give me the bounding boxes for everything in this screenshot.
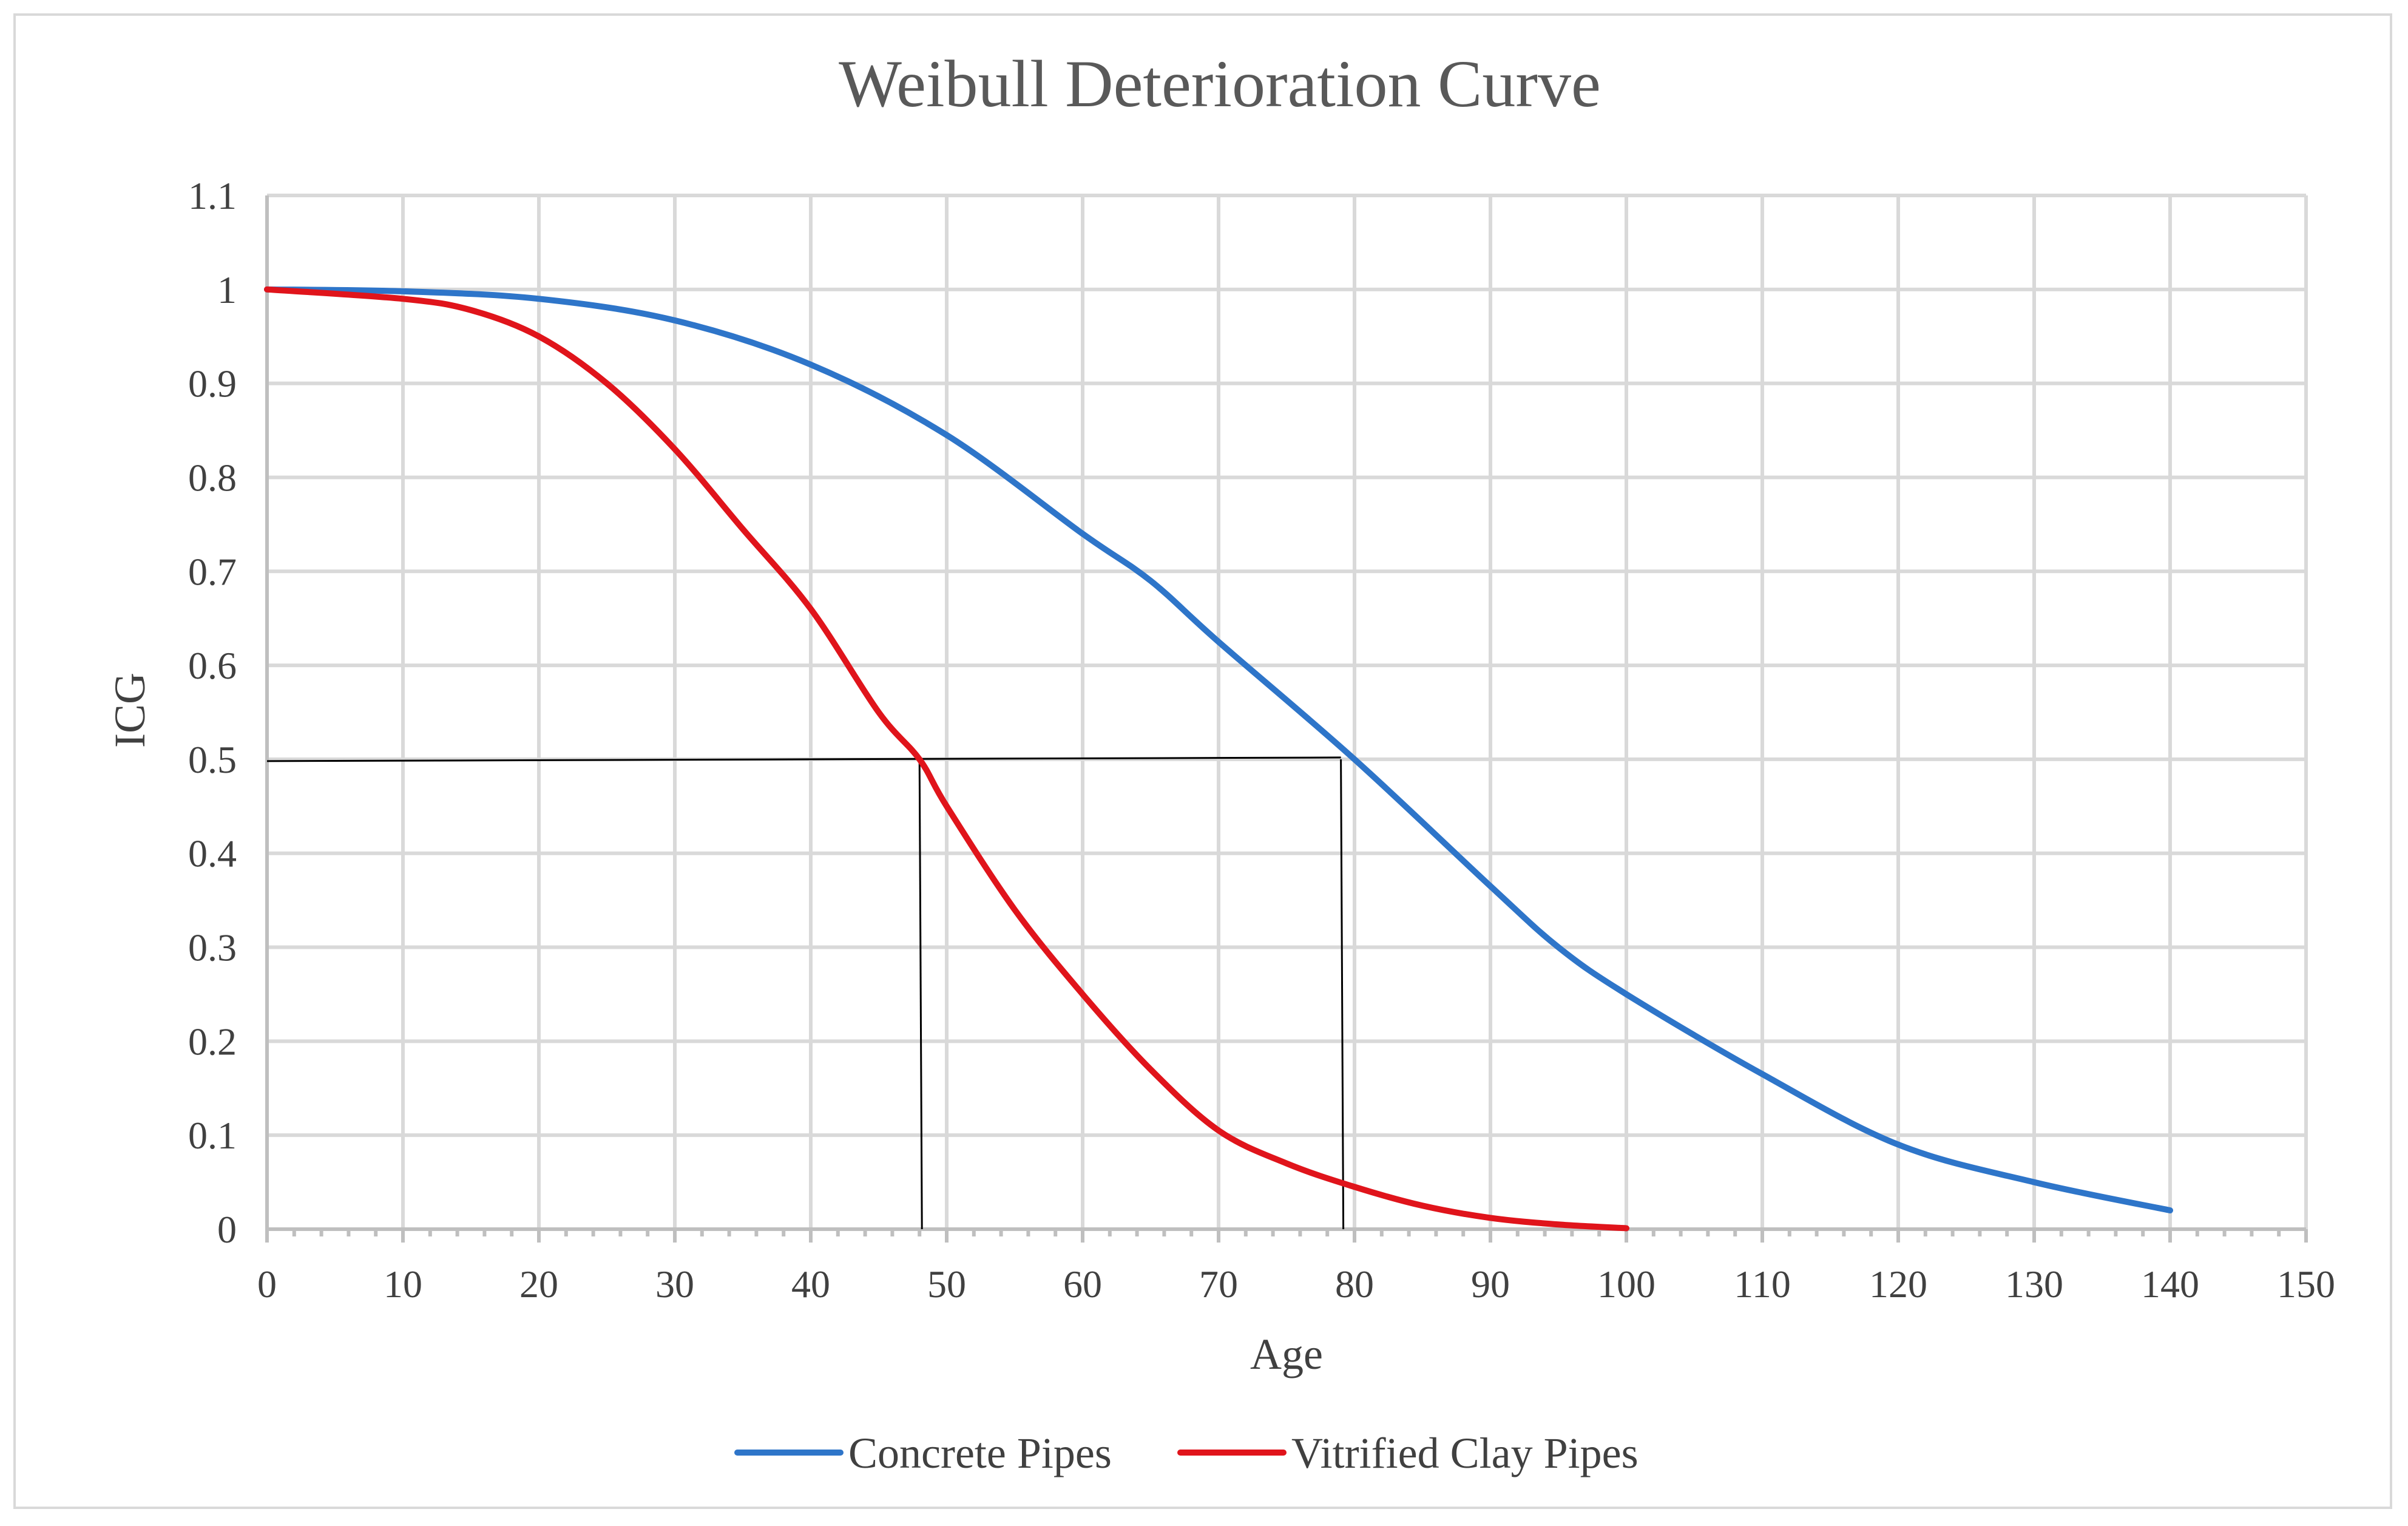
x-tick-label: 110 [1734, 1263, 1791, 1306]
y-tick-label: 0.5 [188, 738, 237, 781]
reference-vertical-line [1340, 759, 1345, 1230]
legend-label-vitrified-clay-pipes: Vitrified Clay Pipes [1291, 1429, 1639, 1477]
chart-title: Weibull Deterioration Curve [839, 47, 1601, 121]
y-tick-label: 0.6 [188, 644, 237, 687]
x-tick-label: 10 [384, 1263, 422, 1306]
x-tick-label: 0 [257, 1263, 277, 1306]
legend-label-concrete-pipes: Concrete Pipes [848, 1429, 1112, 1477]
y-tick-label: 0.9 [188, 362, 237, 405]
series-line-concrete-pipes [264, 286, 2173, 1214]
axis-layer: 0 0.1 0.2 0.3 0.4 0.5 0.6 0.7 0.8 0.9 1 1.1 0 10 20 30 4… [188, 174, 2335, 1306]
y-tick-label: 1 [217, 268, 237, 311]
x-tick-label: 60 [1063, 1263, 1102, 1306]
y-tick-label: 0 [217, 1208, 237, 1251]
x-axis-label: Age [1250, 1330, 1323, 1378]
reference-vertical-line [918, 759, 923, 1230]
series-line-vitrified-clay-pipes [264, 286, 1629, 1232]
grid-layer [267, 194, 2308, 1229]
x-tick-label: 120 [1869, 1263, 1927, 1306]
x-tick-label: 130 [2005, 1263, 2063, 1306]
y-axis-label: ICG [106, 673, 154, 748]
y-tick-label: 0.4 [188, 832, 237, 875]
y-tick-label: 0.2 [188, 1020, 237, 1063]
y-tick-label: 0.1 [188, 1114, 237, 1157]
x-tick-label: 50 [927, 1263, 966, 1306]
y-tick-label: 0.3 [188, 926, 237, 969]
x-tick-label: 140 [2141, 1263, 2199, 1306]
x-tick-label: 40 [791, 1263, 830, 1306]
x-tick-label: 20 [519, 1263, 558, 1306]
y-tick-label: 0.8 [188, 456, 237, 499]
x-tick-label: 80 [1335, 1263, 1374, 1306]
x-tick-label: 30 [655, 1263, 694, 1306]
x-tick-label: 150 [2277, 1263, 2335, 1306]
legend: Concrete Pipes Vitrified Clay Pipes [734, 1429, 1639, 1477]
reference-horizontal-line [266, 756, 1341, 762]
x-tick-label: 100 [1597, 1263, 1656, 1306]
y-tick-label: 0.7 [188, 550, 237, 593]
y-tick-label: 1.1 [188, 174, 237, 217]
series-layer [264, 286, 2173, 1232]
reference-lines [266, 756, 1345, 1230]
x-tick-label: 90 [1471, 1263, 1510, 1306]
x-tick-label: 70 [1199, 1263, 1238, 1306]
